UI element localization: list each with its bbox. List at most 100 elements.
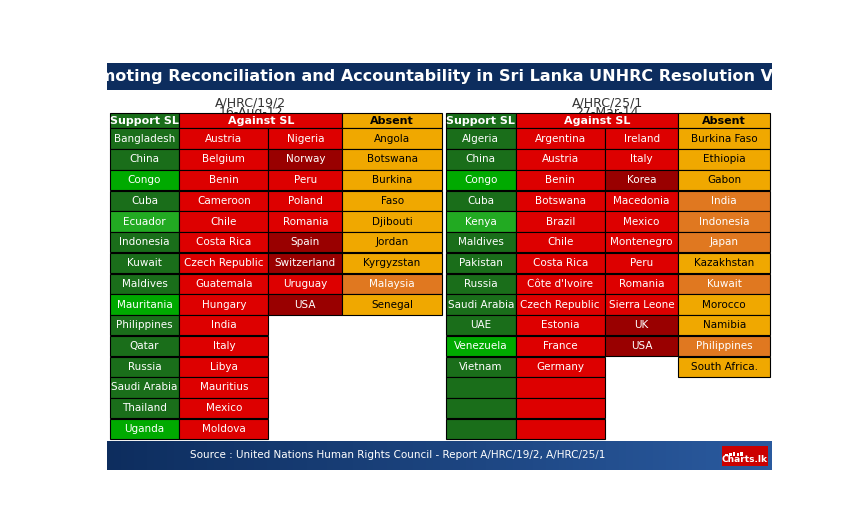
Text: Gabon: Gabon [707, 175, 741, 185]
Text: Peru: Peru [293, 175, 317, 185]
Bar [269, 274, 342, 294]
Text: Absent: Absent [703, 116, 746, 126]
Bar [726, 441, 733, 470]
Bar [446, 211, 516, 232]
Bar [134, 441, 142, 470]
Bar [393, 441, 401, 470]
Bar [269, 211, 342, 232]
Text: Benin: Benin [546, 175, 575, 185]
Text: Cameroon: Cameroon [197, 196, 251, 206]
Bar [269, 294, 342, 315]
Bar [659, 441, 667, 470]
Bar [728, 453, 732, 456]
Text: Botswana: Botswana [366, 154, 418, 164]
Bar [110, 128, 179, 149]
Text: Maldives: Maldives [458, 237, 504, 247]
Text: Indonesia: Indonesia [119, 237, 170, 247]
Text: Guatemala: Guatemala [195, 279, 252, 289]
Text: Italy: Italy [213, 341, 235, 351]
Bar [179, 128, 269, 149]
Bar [154, 441, 161, 470]
Bar [460, 441, 467, 470]
Text: Indonesia: Indonesia [699, 216, 749, 227]
Text: Nigeria: Nigeria [287, 134, 324, 144]
Text: Kazakhstan: Kazakhstan [694, 258, 754, 268]
Bar [520, 441, 527, 470]
Bar [110, 232, 179, 252]
Bar [110, 191, 179, 211]
Text: Ecuador: Ecuador [124, 216, 166, 227]
Bar [559, 441, 567, 470]
Bar [179, 294, 269, 315]
Bar [107, 63, 772, 90]
Bar [540, 441, 547, 470]
Bar [446, 232, 516, 252]
Bar [566, 441, 573, 470]
Bar [280, 441, 287, 470]
Bar [593, 441, 600, 470]
Bar [107, 441, 115, 470]
Bar [110, 253, 179, 273]
Text: Norway: Norway [286, 154, 325, 164]
Bar [179, 398, 269, 418]
Bar [699, 441, 706, 470]
Bar [446, 356, 516, 377]
Bar [446, 253, 516, 273]
Bar [619, 441, 626, 470]
Text: Uganda: Uganda [124, 424, 165, 434]
Bar [446, 315, 516, 335]
Text: Poland: Poland [287, 196, 323, 206]
Bar [499, 441, 507, 470]
Bar [260, 441, 268, 470]
Bar [516, 128, 605, 149]
Bar [740, 452, 743, 456]
Text: Brazil: Brazil [546, 216, 575, 227]
Bar [733, 441, 740, 470]
Bar [605, 170, 679, 190]
Bar [516, 419, 605, 439]
Text: Côte d'Ivoire: Côte d'Ivoire [527, 279, 593, 289]
Bar [426, 441, 434, 470]
Text: China: China [466, 154, 496, 164]
Bar [267, 441, 275, 470]
Bar [605, 211, 679, 232]
Bar [110, 378, 179, 398]
Bar [679, 211, 770, 232]
Bar [446, 398, 516, 418]
Bar [599, 441, 607, 470]
Bar [274, 441, 281, 470]
Bar [386, 441, 394, 470]
Text: Macedonia: Macedonia [613, 196, 670, 206]
Bar [553, 441, 560, 470]
Bar [353, 441, 360, 470]
Text: India: India [211, 320, 237, 330]
Text: Montenegro: Montenegro [610, 237, 673, 247]
Bar [194, 441, 201, 470]
Text: A/HRC/25/1: A/HRC/25/1 [571, 97, 643, 110]
Bar [765, 441, 773, 470]
Text: Russia: Russia [128, 362, 161, 372]
Text: Spain: Spain [291, 237, 320, 247]
Bar [516, 170, 605, 190]
Bar [605, 315, 679, 335]
Bar [167, 441, 174, 470]
Bar [373, 441, 381, 470]
Text: Sierra Leone: Sierra Leone [609, 299, 674, 309]
Bar [342, 170, 442, 190]
Bar [446, 336, 516, 356]
Bar [546, 441, 553, 470]
Text: Kenya: Kenya [465, 216, 497, 227]
Text: Maldives: Maldives [122, 279, 167, 289]
Bar [201, 441, 208, 470]
Bar [313, 441, 321, 470]
Text: Benin: Benin [209, 175, 239, 185]
Text: Mauritius: Mauritius [200, 382, 248, 392]
Bar [516, 356, 605, 377]
Text: Belgium: Belgium [202, 154, 245, 164]
Text: Senegal: Senegal [371, 299, 413, 309]
Bar [605, 191, 679, 211]
Text: Romania: Romania [282, 216, 328, 227]
Bar [420, 441, 427, 470]
Bar [486, 441, 493, 470]
Text: Cuba: Cuba [131, 196, 158, 206]
